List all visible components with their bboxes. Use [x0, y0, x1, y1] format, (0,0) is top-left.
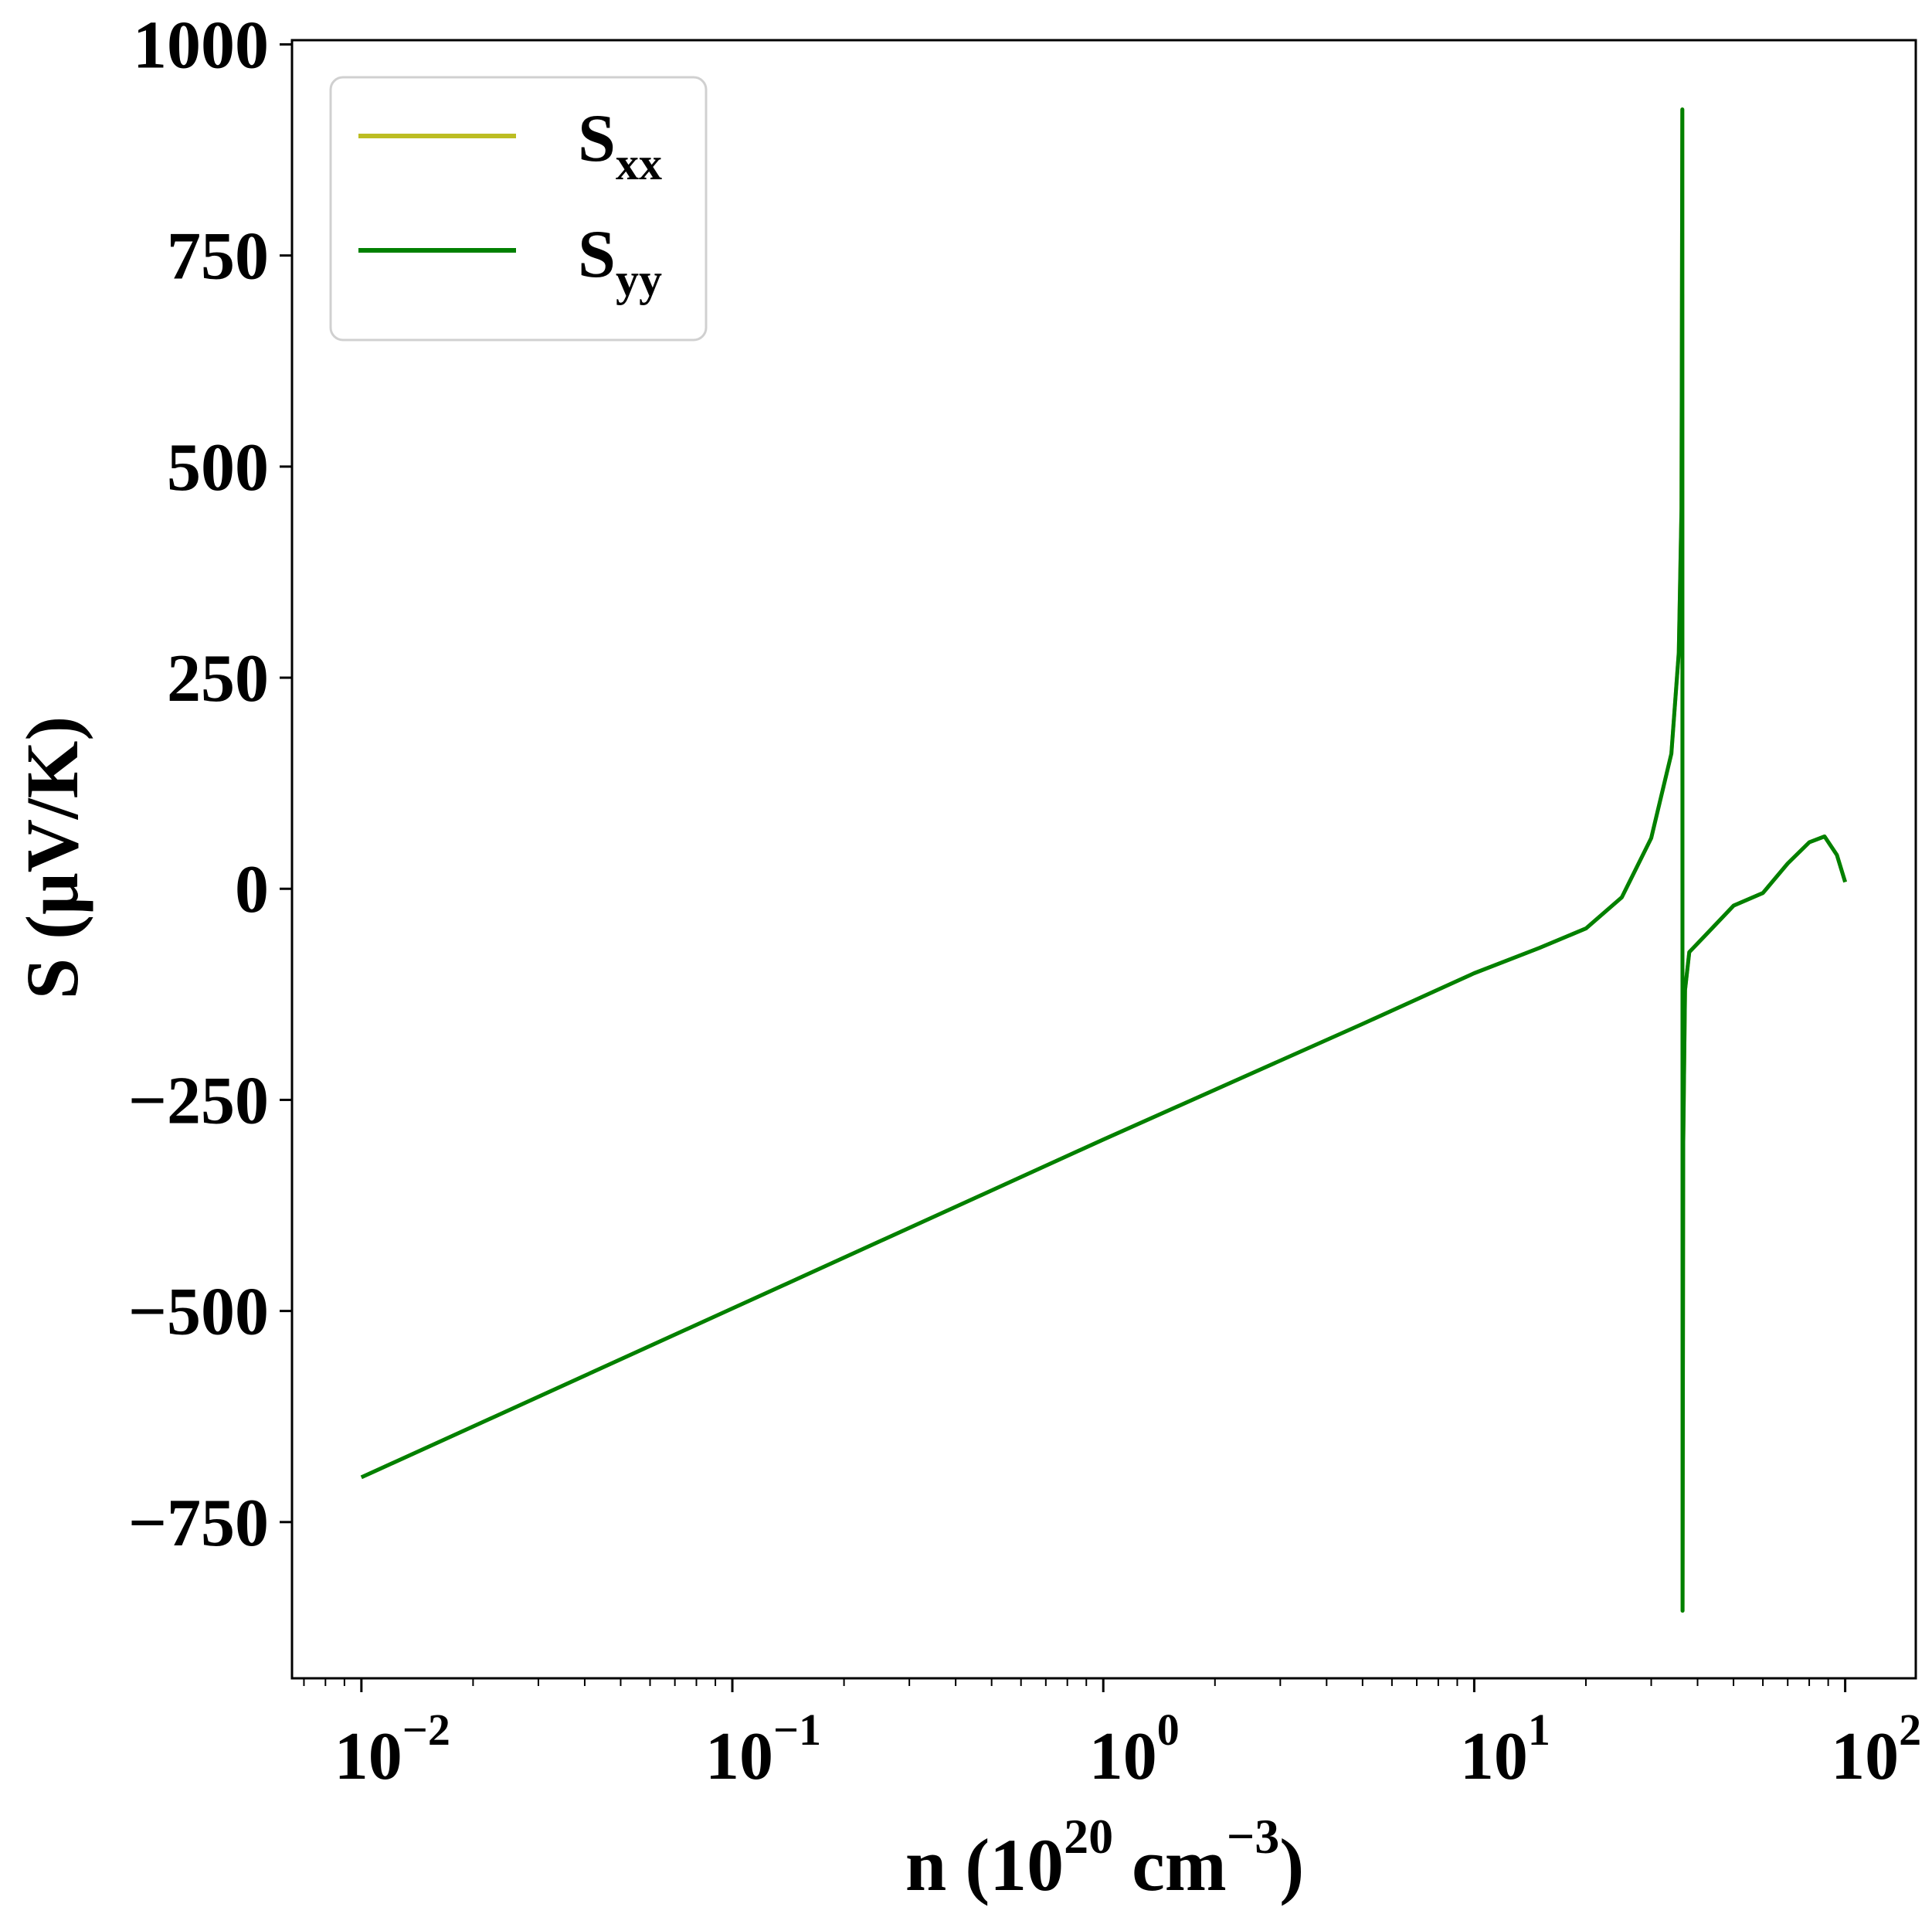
legend-label-sxx: Sxx: [578, 101, 662, 189]
x-axis-label-exponent-1: 20: [1064, 1809, 1113, 1864]
series-line-syy: [360, 107, 1847, 1613]
x-tick-label: 101: [1460, 1705, 1550, 1794]
y-tick-label: 0: [235, 852, 269, 927]
x-tick-label: 102: [1831, 1705, 1921, 1794]
x-tick-label: 100: [1089, 1705, 1180, 1794]
x-axis-label-prefix: n (10: [905, 1824, 1064, 1906]
y-tick-label: 500: [167, 430, 269, 505]
x-axis-label-middle: cm: [1113, 1824, 1227, 1906]
x-axis-ticks: 10−2 10−1 100 101 102: [303, 1678, 1921, 1794]
y-axis-ticks: 1000 750 500 250 0 −250 −500 −750: [128, 8, 292, 1561]
x-tick-label: 10−1: [705, 1705, 821, 1794]
y-tick-label: 250: [167, 641, 269, 716]
legend: Sxx Syy: [329, 76, 708, 342]
y-axis-label: S (μV/K): [11, 716, 93, 999]
x-tick-label: 10−2: [334, 1705, 450, 1794]
y-tick-label: 1000: [133, 8, 269, 83]
legend-box: [329, 76, 708, 342]
y-tick-label: −750: [128, 1486, 269, 1561]
y-tick-label: −500: [128, 1275, 269, 1350]
x-axis-label-suffix: ): [1279, 1824, 1304, 1906]
y-tick-label: 750: [167, 219, 269, 294]
x-axis-label: n (1020 cm−3): [905, 1809, 1304, 1906]
series-layer: [360, 107, 1847, 1613]
x-axis-label-exponent-2: −3: [1227, 1809, 1279, 1864]
legend-label-syy: Syy: [578, 217, 662, 305]
y-tick-label: −250: [128, 1063, 269, 1138]
